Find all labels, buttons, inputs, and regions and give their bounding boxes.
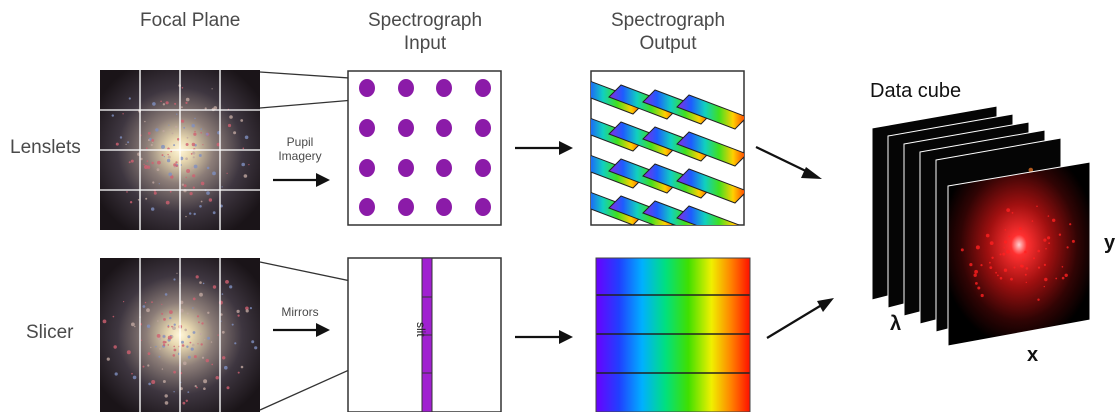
mirrors-label: Mirrors <box>281 305 319 319</box>
spectrum-streak <box>676 94 744 130</box>
spectrum-streak <box>676 168 744 204</box>
lenslet-dot <box>398 198 414 216</box>
lenslet-dot <box>475 198 491 216</box>
spectra-streaks <box>591 80 744 225</box>
spectrograph-output-heading: Spectrograph Output <box>610 10 726 54</box>
slit-label: slit <box>414 322 428 337</box>
data-cube-title: Data cube <box>870 80 962 102</box>
arrow-to-cube-upper <box>755 146 822 179</box>
lenslet-dot <box>359 79 375 97</box>
spectrum-streak <box>676 131 744 167</box>
cube-axis-x: x <box>1027 344 1039 366</box>
focal-plane-heading: Focal Plane <box>140 10 241 31</box>
arrow-input-to-output-slicer <box>515 330 573 344</box>
arrow-mirrors <box>273 323 330 337</box>
spectrograph-input-lenslets <box>347 70 502 226</box>
cube-axis-lambda: λ <box>890 313 902 335</box>
lenslet-dot <box>436 119 452 137</box>
arrow-to-cube-lower <box>766 298 834 339</box>
spectrum-streak <box>676 205 741 225</box>
lenslet-dot <box>359 159 375 177</box>
pupil-imagery-label: Pupil Imagery <box>278 135 322 164</box>
data-cube <box>871 105 1091 347</box>
lenslet-dot <box>436 198 452 216</box>
lenslet-dot <box>359 198 375 216</box>
lenslet-dot <box>398 79 414 97</box>
lenslet-dot <box>398 119 414 137</box>
lenslet-dot <box>436 79 452 97</box>
lenslet-dot-grid <box>359 79 491 216</box>
lenslet-dot <box>359 119 375 137</box>
spectrograph-input-heading: Spectrograph Input <box>367 10 483 54</box>
lenslet-dot <box>398 159 414 177</box>
lenslets-row-label: Lenslets <box>10 137 81 158</box>
lenslet-dot <box>436 159 452 177</box>
lenslet-dot <box>475 79 491 97</box>
spectrograph-output-slicer <box>595 257 751 412</box>
cube-axis-y: y <box>1104 232 1115 254</box>
lenslet-dot <box>475 159 491 177</box>
cube-front-layer <box>947 161 1091 347</box>
arrow-input-to-output-lenslets <box>515 141 573 155</box>
slicer-row-label: Slicer <box>26 322 74 343</box>
focal-plane-image-slicer <box>100 258 260 412</box>
arrow-pupil-imagery <box>273 173 330 187</box>
lenslet-dot <box>475 119 491 137</box>
focal-plane-image-lenslets <box>100 70 260 230</box>
